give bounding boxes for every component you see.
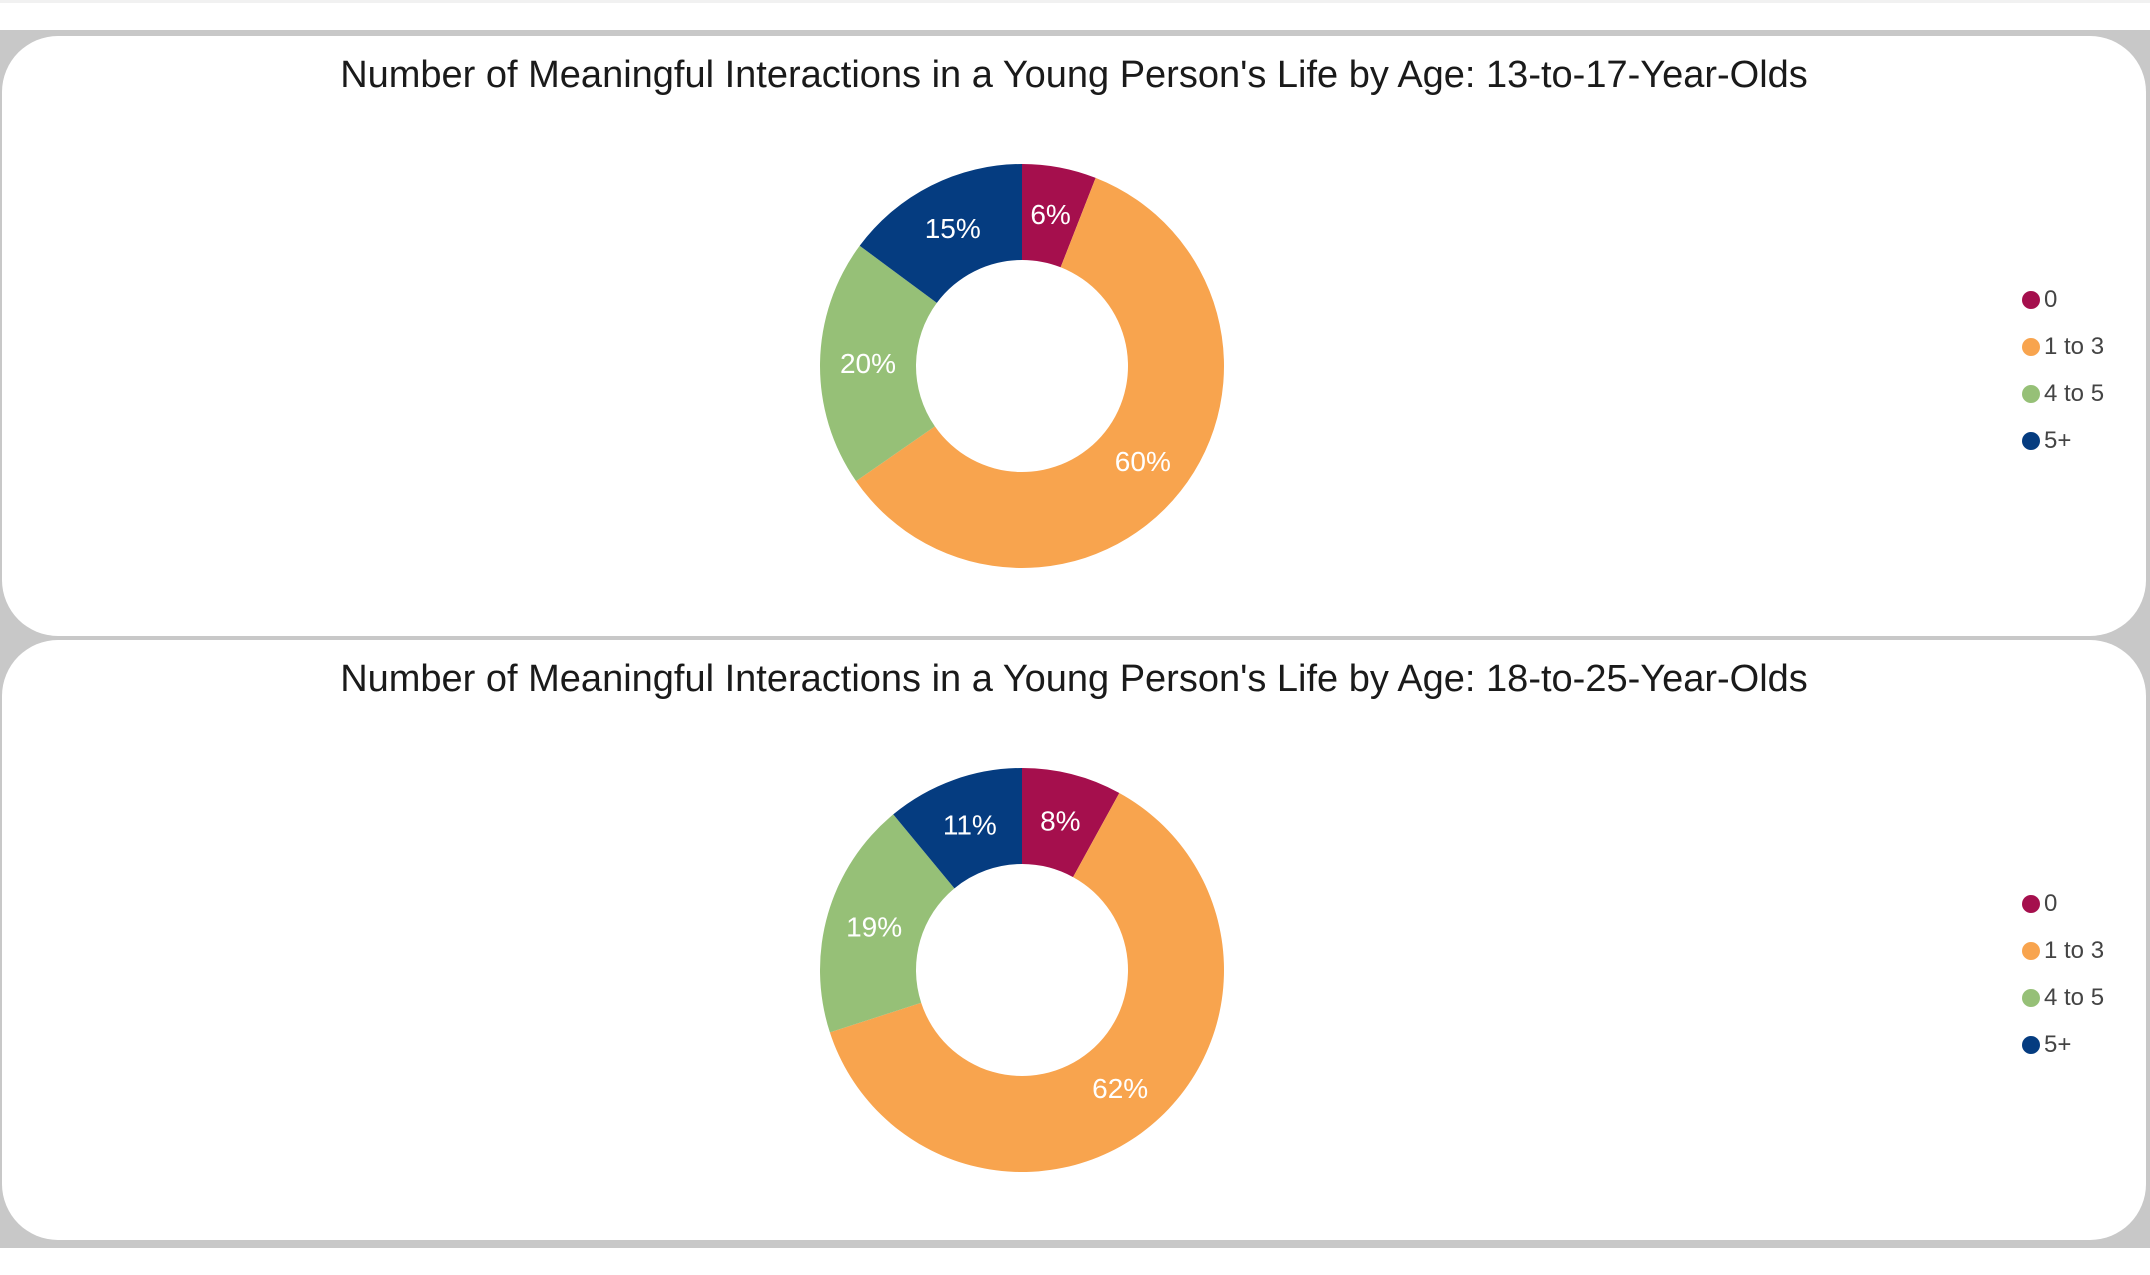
legend-dot — [2022, 894, 2040, 913]
legend-item[interactable]: 5+ — [2022, 1021, 2142, 1068]
donut-slice-5[interactable] — [893, 768, 1022, 889]
legend-dot — [2022, 337, 2040, 356]
legend-label: 0 — [2044, 285, 2058, 313]
legend-item[interactable]: 0 — [2022, 880, 2142, 927]
top-edge — [0, 0, 2150, 3]
chart-title: Number of Meaningful Interactions in a Y… — [340, 658, 1808, 700]
donut-slice-5[interactable] — [859, 164, 1022, 303]
legend-label: 4 to 5 — [2044, 983, 2105, 1011]
chart-title: Number of Meaningful Interactions in a Y… — [340, 54, 1808, 96]
legend-dot — [2022, 431, 2040, 450]
legend-dot — [2022, 988, 2040, 1007]
data-label: 15% — [925, 213, 981, 244]
legend-dot — [2022, 384, 2040, 403]
donut-slice-1-to-3[interactable] — [829, 792, 1224, 1172]
data-label: 60% — [1115, 446, 1171, 477]
data-label: 8% — [1040, 805, 1080, 836]
legend-item[interactable]: 1 to 3 — [2022, 323, 2142, 370]
legend-item[interactable]: 0 — [2022, 276, 2142, 323]
donut-slice-0[interactable] — [1022, 164, 1096, 268]
chart-legend: 0 1 to 3 4 to 5 5+ — [2022, 276, 2142, 464]
donut-chart: 6% 60% 20% 15% — [819, 164, 1224, 568]
legend-label: 1 to 3 — [2044, 332, 2105, 360]
chart-legend: 0 1 to 3 4 to 5 5+ — [2022, 880, 2142, 1068]
legend-item[interactable]: 5+ — [2022, 417, 2142, 464]
donut-slice-0[interactable] — [1022, 768, 1120, 878]
legend-label: 5+ — [2044, 426, 2072, 454]
donut-slice-1-to-3[interactable] — [856, 177, 1224, 568]
legend-label: 5+ — [2044, 1030, 2072, 1058]
legend-dot — [2022, 290, 2040, 309]
data-label: 20% — [840, 348, 896, 379]
legend-label: 4 to 5 — [2044, 379, 2105, 407]
donut-slice-4-to-5[interactable] — [819, 814, 955, 1033]
data-label: 62% — [1092, 1073, 1148, 1104]
chart-panel-18-25: Number of Meaningful Interactions in a Y… — [2, 640, 2146, 1240]
legend-dot — [2022, 1035, 2040, 1054]
donut-slice-4-to-5[interactable] — [819, 245, 937, 482]
legend-dot — [2022, 941, 2040, 960]
legend-label: 0 — [2044, 889, 2058, 917]
data-label: 19% — [846, 912, 902, 943]
legend-label: 1 to 3 — [2044, 936, 2105, 964]
legend-item[interactable]: 4 to 5 — [2022, 370, 2142, 417]
data-label: 11% — [943, 810, 997, 841]
donut-chart: 8% 62% 19% 11% — [819, 768, 1224, 1172]
legend-item[interactable]: 4 to 5 — [2022, 974, 2142, 1021]
legend-item[interactable]: 1 to 3 — [2022, 927, 2142, 974]
chart-panel-13-17: Number of Meaningful Interactions in a Y… — [2, 36, 2146, 636]
data-label: 6% — [1030, 199, 1070, 230]
